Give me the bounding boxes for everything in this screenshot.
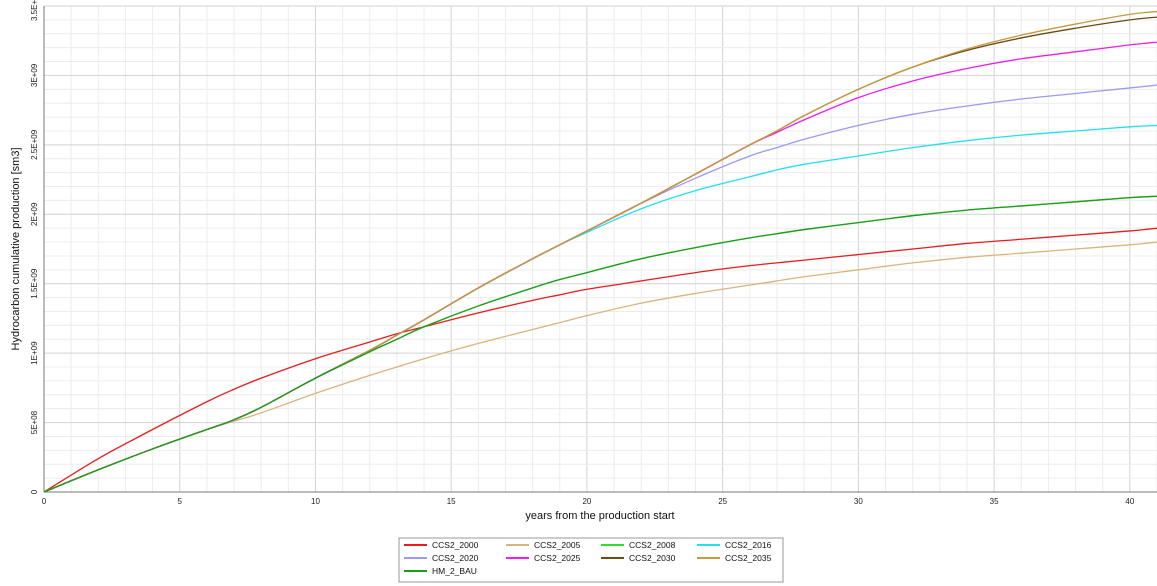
series-line-hm-2-bau — [43, 195, 1157, 493]
x-tick-label: 35 — [990, 497, 999, 506]
grid — [43, 5, 1157, 493]
x-tick-label: 20 — [582, 497, 591, 506]
y-tick-label: 2E+09 — [30, 202, 39, 226]
series-line-ccs2-2005 — [43, 241, 1157, 493]
x-tick-label: 5 — [178, 497, 183, 506]
x-axis-title: years from the production start — [525, 510, 674, 522]
series-line-ccs2-2008 — [43, 195, 1157, 493]
x-tick-label: 25 — [718, 497, 727, 506]
series-line-ccs2-2035 — [43, 10, 1157, 493]
legend-label: CCS2_2000 — [432, 540, 479, 550]
y-tick-labels: 0 5E+08 1E+09 1.5E+09 2E+09 2.5E+09 3E+09 3.5E+… — [30, 0, 39, 494]
legend-label: HM_2_BAU — [432, 566, 477, 576]
legend-label: CCS2_2030 — [629, 553, 676, 563]
x-tick-label: 15 — [447, 497, 456, 506]
legend-label: CCS2_2020 — [432, 553, 479, 563]
x-tick-label: 10 — [311, 497, 320, 506]
legend-label: CCS2_2016 — [725, 540, 772, 550]
y-tick-label: 5E+08 — [30, 410, 39, 434]
x-tick-labels: 0 5 10 15 20 25 30 35 40 — [42, 497, 1135, 506]
series-line-ccs2-2025 — [43, 41, 1157, 493]
axes — [43, 6, 1157, 493]
y-tick-label: 2.5E+09 — [30, 129, 39, 160]
series-line-ccs2-2016 — [43, 124, 1157, 493]
legend-label: CCS2_2005 — [534, 540, 581, 550]
y-tick-label: 1E+09 — [30, 341, 39, 365]
y-tick-label: 3E+09 — [30, 63, 39, 87]
series-line-ccs2-2030 — [43, 16, 1157, 493]
series-lines — [43, 10, 1157, 493]
x-tick-label: 30 — [854, 497, 863, 506]
x-tick-label: 40 — [1125, 497, 1134, 506]
legend-label: CCS2_2008 — [629, 540, 676, 550]
legend: CCS2_2000 CCS2_2005 CCS2_2008 CCS2_2016 CCS2… — [398, 537, 784, 583]
series-line-ccs2-2020 — [43, 84, 1157, 493]
x-tick-label: 0 — [42, 497, 47, 506]
legend-label: CCS2_2025 — [534, 553, 581, 563]
series-line-ccs2-2000 — [43, 227, 1157, 493]
legend-label: CCS2_2035 — [725, 553, 772, 563]
y-tick-label: 0 — [30, 489, 39, 494]
y-tick-label: 3.5E+09 — [30, 0, 39, 21]
y-axis-title: Hydrocarbon cumulative production [sm3] — [10, 148, 22, 351]
y-tick-label: 1.5E+09 — [30, 268, 39, 299]
